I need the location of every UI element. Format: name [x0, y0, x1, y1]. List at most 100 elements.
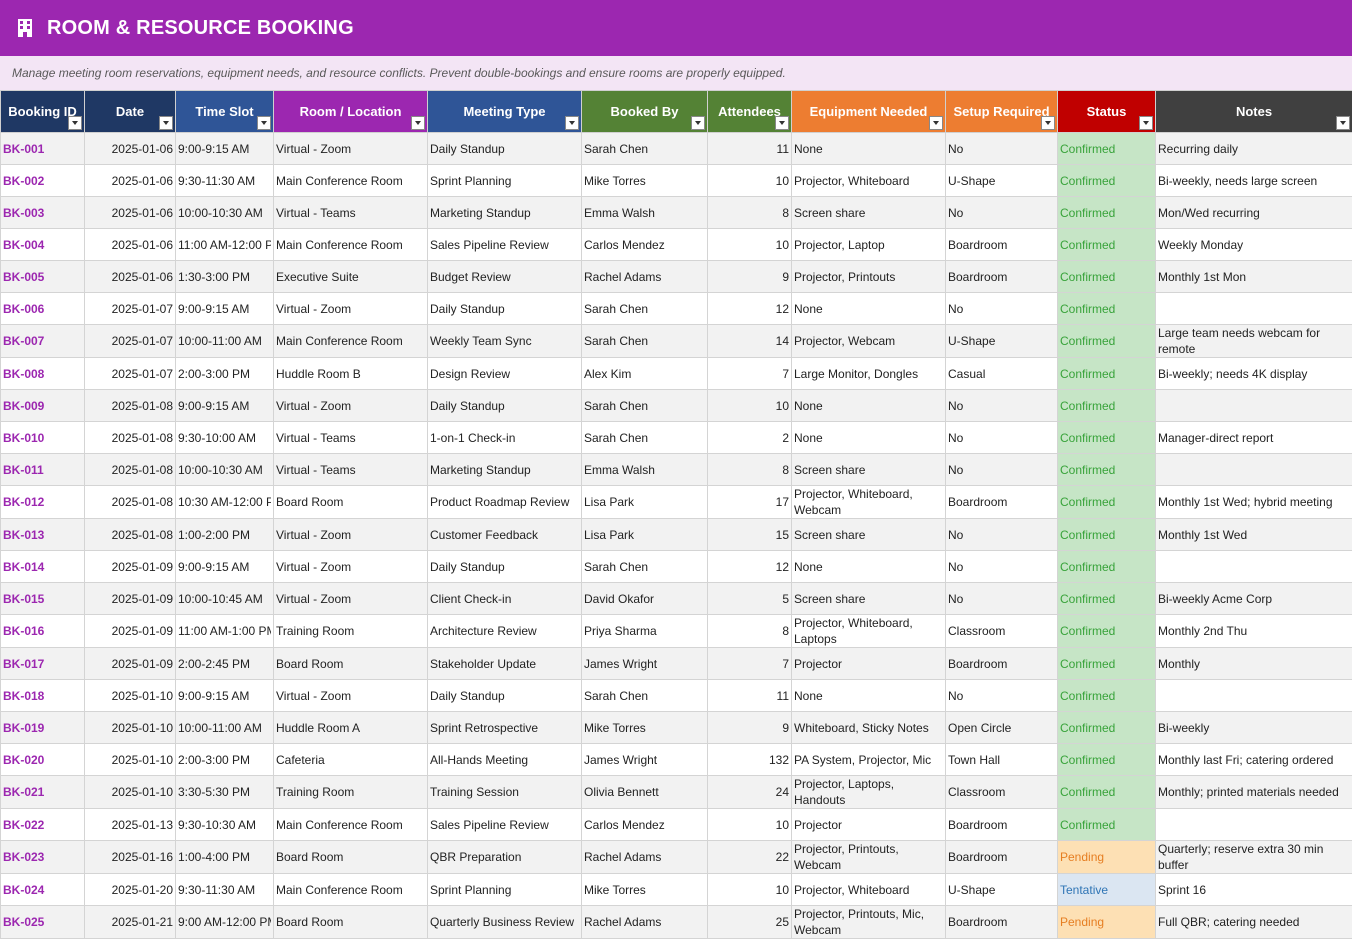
filter-button[interactable]: [1041, 116, 1055, 130]
cell-text: Confirmed: [1060, 237, 1153, 253]
cell: [1156, 809, 1352, 841]
cell: 10:00-10:30 AM: [176, 454, 274, 486]
cell: 2025-01-10: [85, 776, 176, 809]
cell: None: [792, 293, 946, 325]
cell: Confirmed: [1058, 293, 1156, 325]
cell: 2025-01-07: [85, 293, 176, 325]
cell: Main Conference Room: [274, 809, 428, 841]
cell-text: Sales Pipeline Review: [430, 237, 579, 253]
cell-text: David Okafor: [584, 591, 705, 607]
cell-text: Confirmed: [1060, 205, 1153, 221]
filter-button[interactable]: [68, 116, 82, 130]
cell: [1156, 680, 1352, 712]
cell: 8: [708, 454, 792, 486]
cell-text: BK-005: [3, 269, 82, 285]
cell-text: 10: [710, 882, 789, 898]
cell: Projector, Printouts, Mic, Webcam: [792, 906, 946, 939]
cell-text: 3:30-5:30 PM: [178, 784, 271, 800]
cell-text: 11:00 AM-12:00 PM: [178, 237, 271, 253]
filter-button[interactable]: [775, 116, 789, 130]
filter-button[interactable]: [929, 116, 943, 130]
cell: 2:00-3:00 PM: [176, 358, 274, 390]
cell-text: 2025-01-07: [87, 366, 173, 382]
cell: Confirmed: [1058, 583, 1156, 615]
cell-text: 2025-01-08: [87, 527, 173, 543]
cell: No: [946, 519, 1058, 551]
cell-text: Monthly: [1158, 656, 1350, 672]
cell-text: U-Shape: [948, 173, 1055, 189]
filter-button[interactable]: [159, 116, 173, 130]
cell-text: Rachel Adams: [584, 914, 705, 930]
cell: 10: [708, 390, 792, 422]
cell-text: Main Conference Room: [276, 882, 425, 898]
filter-button[interactable]: [691, 116, 705, 130]
cell-text: Pending: [1060, 914, 1153, 930]
cell: Town Hall: [946, 744, 1058, 776]
cell: Pending: [1058, 906, 1156, 939]
cell: Boardroom: [946, 906, 1058, 939]
cell-text: Sarah Chen: [584, 301, 705, 317]
filter-button[interactable]: [1139, 116, 1153, 130]
cell: Main Conference Room: [274, 325, 428, 358]
cell: Confirmed: [1058, 229, 1156, 261]
cell-text: 2:00-3:00 PM: [178, 752, 271, 768]
cell: BK-006: [1, 293, 85, 325]
cell-text: Town Hall: [948, 752, 1055, 768]
cell-text: Confirmed: [1060, 591, 1153, 607]
filter-button[interactable]: [257, 116, 271, 130]
cell-text: Sarah Chen: [584, 430, 705, 446]
cell: Sales Pipeline Review: [428, 809, 582, 841]
cell-text: None: [794, 559, 943, 575]
cell: Sarah Chen: [582, 325, 708, 358]
filter-button[interactable]: [565, 116, 579, 130]
filter-button[interactable]: [1336, 116, 1350, 130]
cell-text: 2025-01-09: [87, 623, 173, 639]
cell: BK-007: [1, 325, 85, 358]
cell: 2025-01-08: [85, 390, 176, 422]
cell-text: 2025-01-08: [87, 494, 173, 510]
cell-text: Open Circle: [948, 720, 1055, 736]
cell-text: Stakeholder Update: [430, 656, 579, 672]
cell-text: 2025-01-20: [87, 882, 173, 898]
cell: Confirmed: [1058, 648, 1156, 680]
cell: BK-008: [1, 358, 85, 390]
cell: Confirmed: [1058, 390, 1156, 422]
cell-text: Projector, Printouts, Mic, Webcam: [794, 906, 943, 938]
cell-text: James Wright: [584, 656, 705, 672]
cell-text: Virtual - Zoom: [276, 141, 425, 157]
cell: All-Hands Meeting: [428, 744, 582, 776]
cell-text: BK-018: [3, 688, 82, 704]
cell-text: Bi-weekly, needs large screen: [1158, 173, 1350, 189]
cell-text: 9:00-9:15 AM: [178, 688, 271, 704]
cell: 2025-01-06: [85, 261, 176, 293]
column-header: Attendees: [708, 91, 792, 133]
cell-text: 7: [710, 366, 789, 382]
cell: 1:00-4:00 PM: [176, 841, 274, 874]
cell-text: 10:30 AM-12:00 PM: [178, 494, 271, 510]
column-header: Date: [85, 91, 176, 133]
cell-text: 7: [710, 656, 789, 672]
cell-text: BK-020: [3, 752, 82, 768]
cell: Confirmed: [1058, 486, 1156, 519]
cell: BK-004: [1, 229, 85, 261]
cell: 10: [708, 809, 792, 841]
filter-button[interactable]: [411, 116, 425, 130]
cell-text: 15: [710, 527, 789, 543]
cell: Executive Suite: [274, 261, 428, 293]
cell-text: Design Review: [430, 366, 579, 382]
cell: Budget Review: [428, 261, 582, 293]
cell-text: Confirmed: [1060, 527, 1153, 543]
cell-text: Boardroom: [948, 914, 1055, 930]
cell: 9:30-11:30 AM: [176, 165, 274, 197]
cell-text: Screen share: [794, 591, 943, 607]
cell-text: Virtual - Zoom: [276, 688, 425, 704]
cell: 2025-01-10: [85, 712, 176, 744]
cell-text: Boardroom: [948, 269, 1055, 285]
cell: 2:00-2:45 PM: [176, 648, 274, 680]
cell: Monthly 1st Wed; hybrid meeting: [1156, 486, 1352, 519]
cell-text: 2025-01-09: [87, 656, 173, 672]
